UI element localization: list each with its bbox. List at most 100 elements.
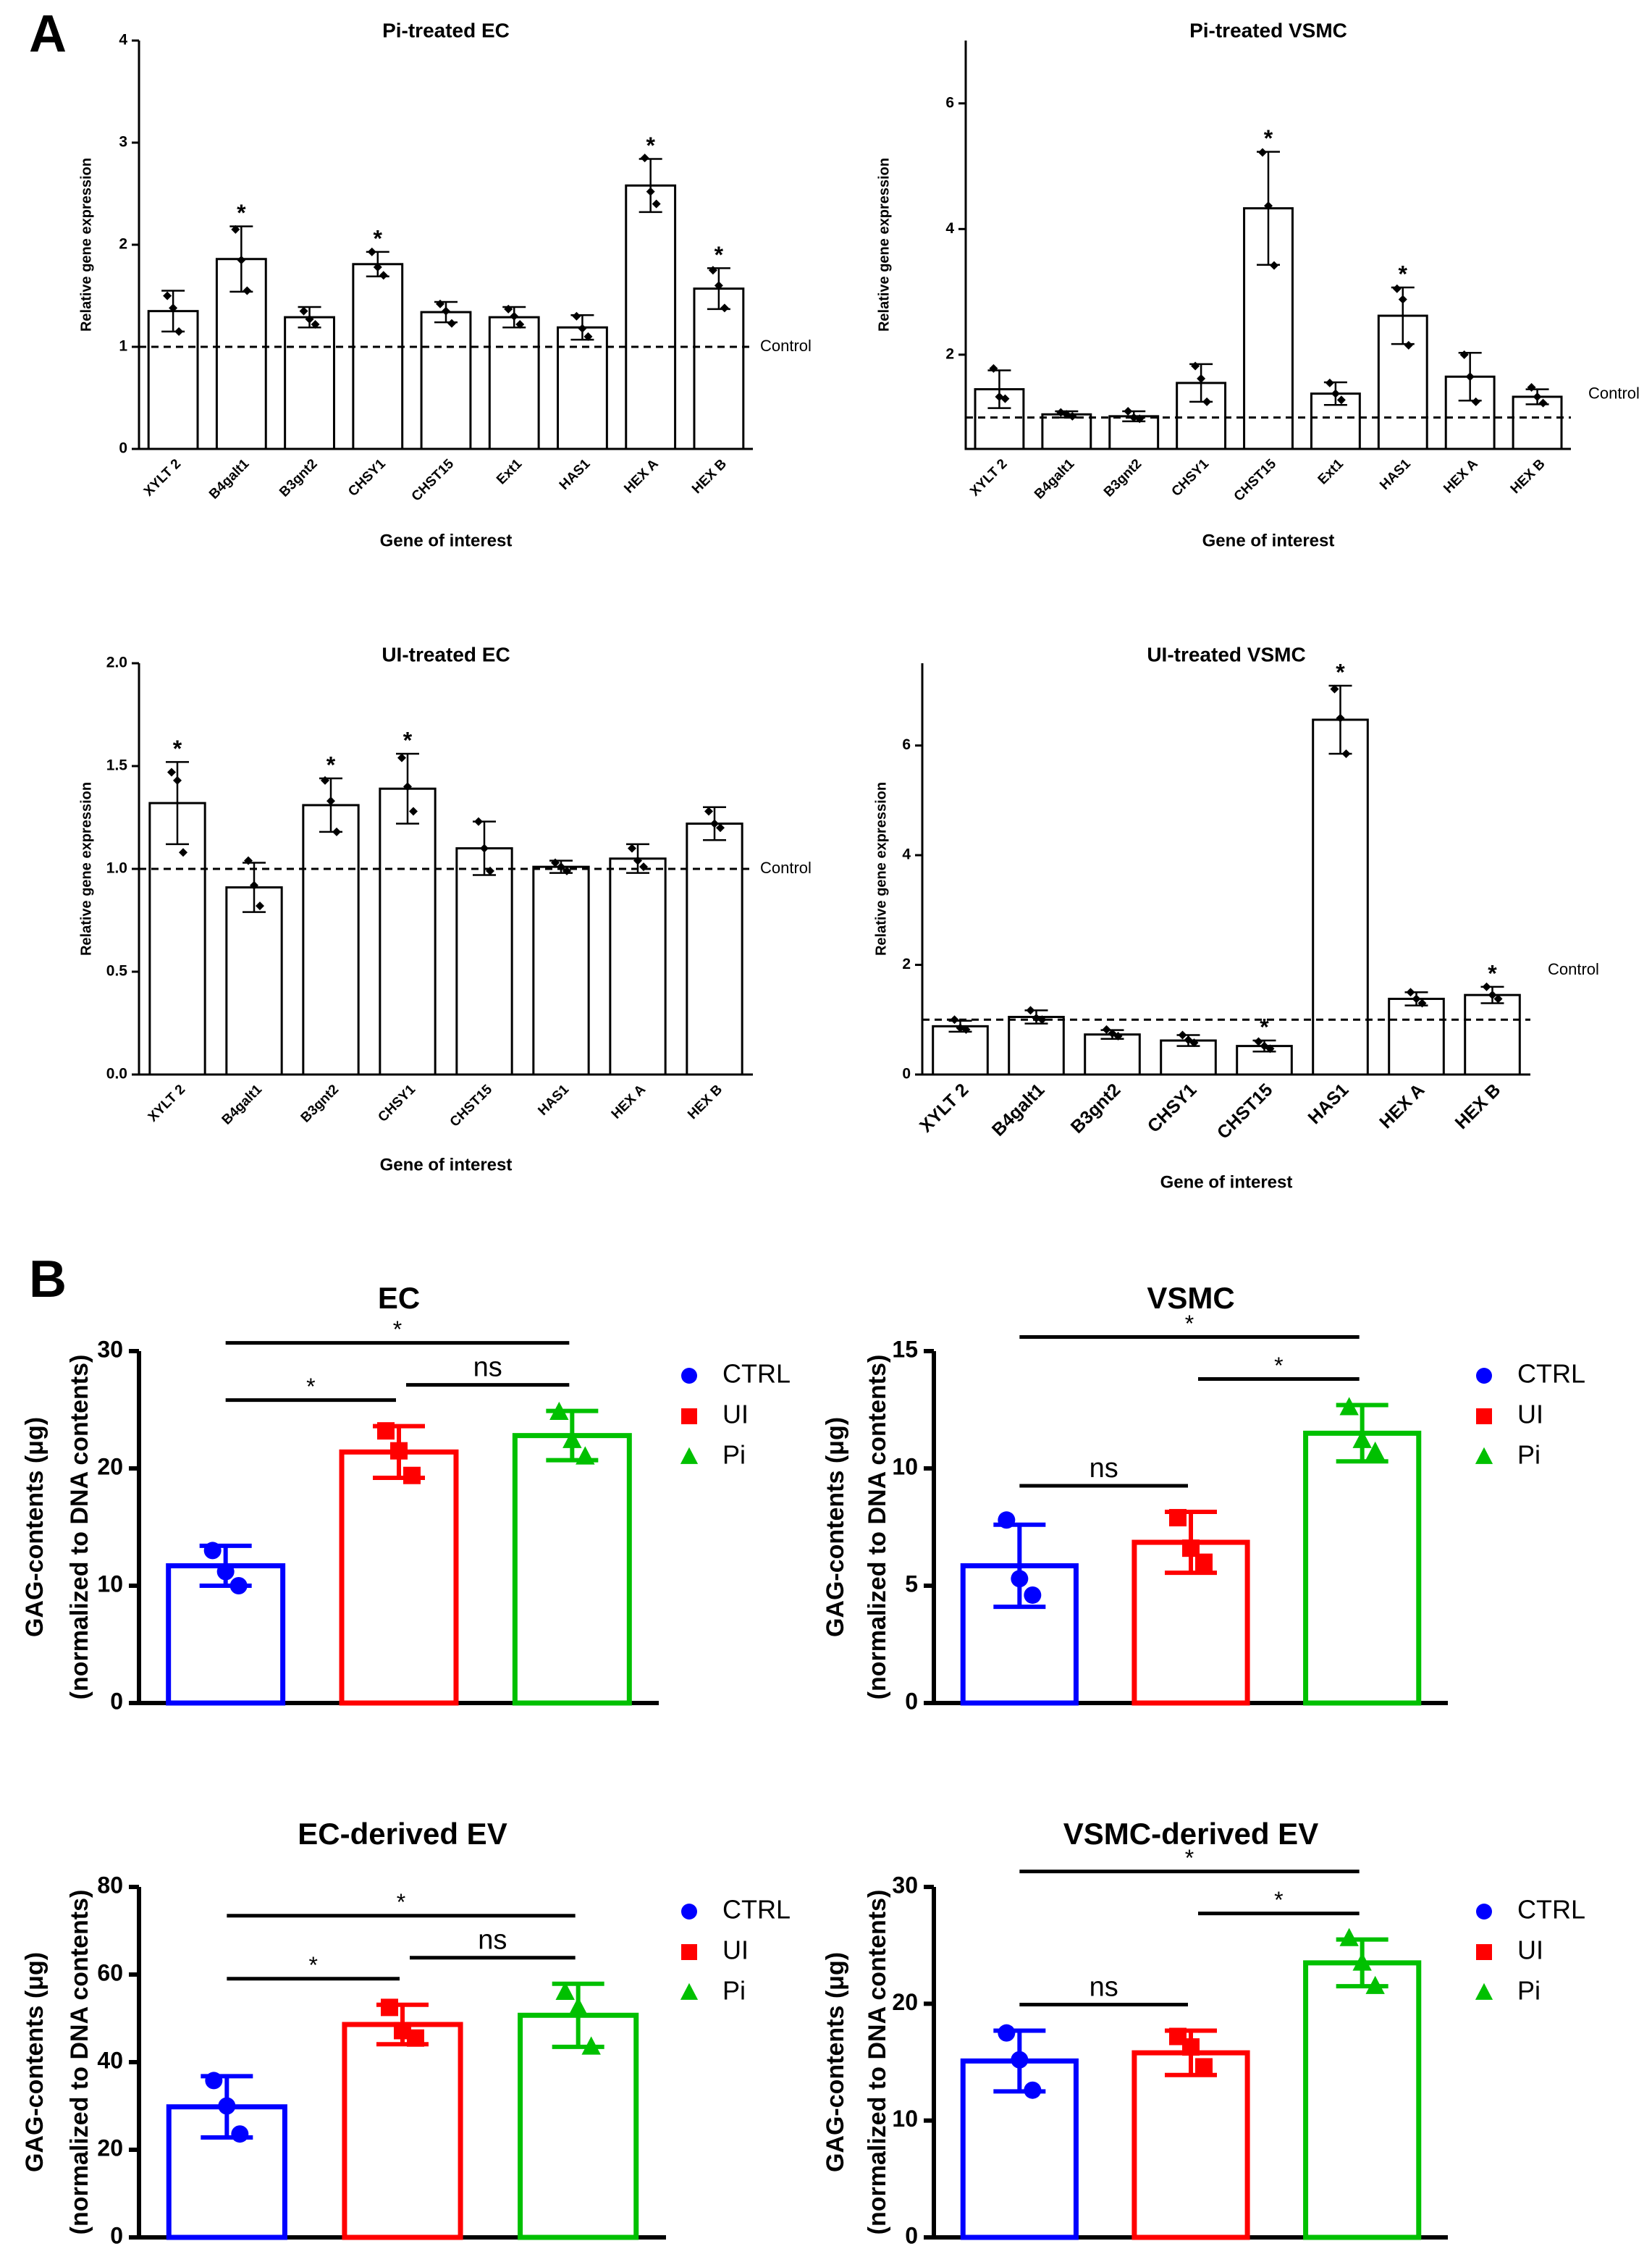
significance-label: * [326,752,336,778]
significance-label: * [1399,261,1408,287]
data-point [1024,2081,1042,2099]
data-point [989,363,998,373]
data-point [568,1996,588,2016]
y-tick-label: 1.0 [106,860,127,877]
x-tick-label: CHST15 [447,1082,496,1130]
y-tick-label: 0.0 [106,1066,127,1082]
data-point [1330,684,1339,694]
data-point [1417,998,1427,1008]
x-tick-label: HAS1 [535,1082,572,1119]
bar [693,287,745,450]
data-point [1169,1509,1187,1527]
y-tick-label: 0.5 [106,963,128,980]
x-tick-label: B4galt1 [219,1082,266,1128]
legend-label: UI [1517,1400,1543,1429]
data-point [442,306,450,316]
data-point [397,753,406,762]
data-point [403,1466,421,1484]
data-point [504,304,513,314]
comparison-label: ns [473,1353,502,1383]
data-point [321,775,329,785]
x-tick-label: HEX A [1441,456,1481,497]
y-tick-label: 40 [97,2047,123,2073]
data-point [1488,991,1497,1000]
y-axis-label: GAG-contents (μg) [822,1417,849,1637]
comparison-label: * [1185,1311,1194,1337]
x-tick-label: HEX A [621,456,662,497]
reference-label: Control [760,859,812,877]
data-point [163,291,172,300]
data-point [720,303,729,313]
legend-marker [681,1408,697,1424]
data-point [407,2029,424,2047]
x-tick-label: HAS1 [1377,456,1414,493]
data-point [1325,378,1334,387]
bar [379,787,437,1076]
data-point [447,319,456,328]
x-tick-label: HEX A [609,1082,649,1122]
comparison-label: * [306,1374,315,1400]
data-point [710,819,719,828]
reference-label: Control [760,337,812,355]
comparison-label: * [1185,1845,1194,1871]
legend-marker [680,1447,699,1464]
legend-marker [1476,1944,1492,1960]
y-tick-label: 2.0 [106,655,127,671]
bar [302,804,360,1076]
data-point [169,303,178,313]
legend-marker [1475,1983,1493,2000]
data-point [961,1025,971,1034]
data-point [1471,397,1480,406]
chart-title: Pi-treated EC [382,19,510,41]
data-point [379,271,388,280]
significance-label: * [237,200,246,226]
data-point [1365,1441,1385,1460]
data-point [551,858,560,867]
x-tick-label: CHST15 [1213,1080,1277,1143]
data-point [1189,1038,1199,1048]
legend-label: CTRL [1517,1359,1585,1389]
data-point [237,256,246,265]
legend-label: CTRL [1517,1895,1585,1925]
data-point [581,2036,601,2055]
significance-label: * [1336,660,1345,686]
significance-label: * [173,736,182,762]
data-point [1264,201,1273,211]
data-point [244,856,253,865]
bar [1084,1033,1141,1076]
x-tick-label: Ext1 [494,456,526,488]
bar [609,857,667,1076]
data-point [1195,2058,1213,2076]
data-point [583,332,593,341]
significance-label: * [1264,125,1273,151]
y-tick-label: 10 [892,1453,918,1479]
x-axis-label: Gene of interest [380,531,513,550]
y-tick-label: 4 [119,32,127,49]
x-tick-label: B3gnt2 [298,1082,342,1125]
legend-marker [1475,1447,1493,1464]
comparison-label: * [1274,1887,1283,1913]
bar [488,316,540,450]
x-tick-label: HAS1 [557,456,594,493]
chart-title: EC [378,1281,420,1315]
y-axis-label: GAG-contents (μg) [822,1952,849,2172]
y-tick-label: 20 [97,1453,123,1479]
bar [1041,413,1092,450]
x-tick-label: B3gnt2 [277,456,320,500]
data-point [377,1422,395,1440]
data-point [229,1577,248,1594]
bar [932,1025,989,1076]
legend-label: UI [722,1935,749,1965]
bar [1464,993,1521,1076]
legend-marker [1476,1904,1492,1920]
y-axis-label: (normalized to DNA contents) [864,1355,891,1700]
data-point [299,306,308,316]
data-point [628,844,636,853]
legend-label: UI [1517,1935,1543,1965]
y-tick-label: 0 [119,440,127,457]
legend-marker [680,1983,699,2000]
bar [225,886,283,1076]
data-point [549,1401,569,1421]
data-point [714,281,723,290]
